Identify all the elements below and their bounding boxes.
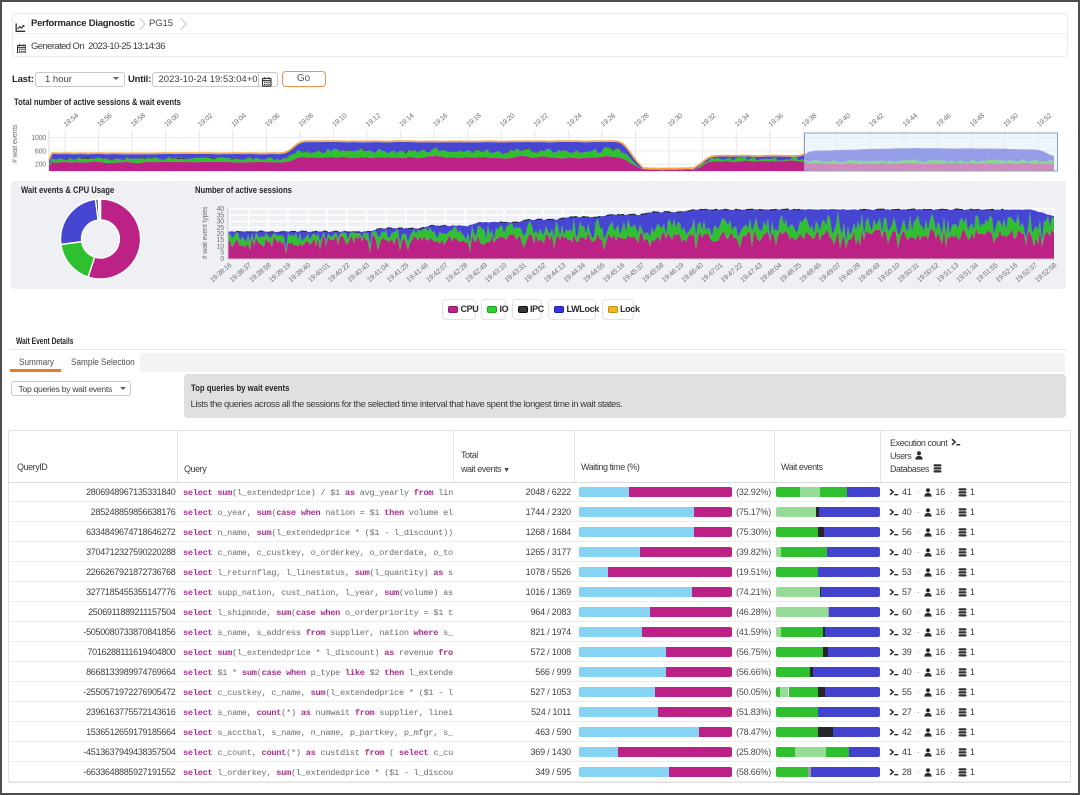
svg-text:19:46: 19:46 bbox=[935, 112, 952, 128]
svg-text:19:24: 19:24 bbox=[566, 112, 583, 128]
svg-text:# wait events: # wait events bbox=[12, 124, 19, 163]
svg-text:20: 20 bbox=[217, 231, 225, 238]
svg-text:19:50: 19:50 bbox=[1002, 112, 1019, 128]
svg-text:19:28: 19:28 bbox=[633, 112, 650, 128]
svg-text:19:44: 19:44 bbox=[902, 112, 919, 128]
svg-text:19:48: 19:48 bbox=[969, 112, 986, 128]
svg-text:19:34: 19:34 bbox=[734, 112, 751, 128]
svg-text:0: 0 bbox=[220, 256, 224, 263]
svg-text:18:56: 18:56 bbox=[96, 112, 113, 128]
svg-text:35: 35 bbox=[217, 212, 225, 219]
svg-text:19:40: 19:40 bbox=[835, 112, 852, 128]
svg-text:19:30: 19:30 bbox=[667, 112, 684, 128]
svg-text:19:36: 19:36 bbox=[768, 112, 785, 128]
svg-text:19:16: 19:16 bbox=[432, 112, 449, 128]
svg-text:19:38: 19:38 bbox=[801, 112, 818, 128]
svg-text:40: 40 bbox=[217, 206, 225, 213]
svg-text:18:58: 18:58 bbox=[130, 112, 147, 128]
svg-text:19:42: 19:42 bbox=[868, 112, 885, 128]
svg-text:10: 10 bbox=[217, 243, 225, 250]
svg-text:19:02: 19:02 bbox=[197, 112, 214, 128]
svg-text:600: 600 bbox=[35, 148, 46, 155]
svg-text:15: 15 bbox=[217, 237, 225, 244]
svg-text:19:00: 19:00 bbox=[163, 112, 180, 128]
svg-text:19:26: 19:26 bbox=[600, 112, 617, 128]
svg-text:19:12: 19:12 bbox=[365, 112, 382, 128]
svg-text:19:18: 19:18 bbox=[465, 112, 482, 128]
svg-text:19:52: 19:52 bbox=[1036, 112, 1053, 128]
svg-text:19:32: 19:32 bbox=[700, 112, 717, 128]
svg-text:# wait event types: # wait event types bbox=[202, 206, 209, 259]
svg-text:30: 30 bbox=[217, 219, 225, 226]
svg-text:19:52:58: 19:52:58 bbox=[1034, 262, 1058, 284]
svg-text:19:08: 19:08 bbox=[298, 112, 315, 128]
svg-text:19:06: 19:06 bbox=[264, 112, 281, 128]
svg-text:19:22: 19:22 bbox=[533, 112, 550, 128]
svg-text:18:54: 18:54 bbox=[63, 112, 80, 128]
svg-text:25: 25 bbox=[217, 225, 225, 232]
svg-text:1000: 1000 bbox=[31, 135, 46, 142]
svg-text:5: 5 bbox=[220, 250, 224, 257]
svg-text:19:14: 19:14 bbox=[398, 112, 415, 128]
svg-text:200: 200 bbox=[35, 162, 46, 169]
svg-text:19:04: 19:04 bbox=[231, 112, 248, 128]
svg-text:19:20: 19:20 bbox=[499, 112, 516, 128]
svg-text:19:10: 19:10 bbox=[331, 112, 348, 128]
